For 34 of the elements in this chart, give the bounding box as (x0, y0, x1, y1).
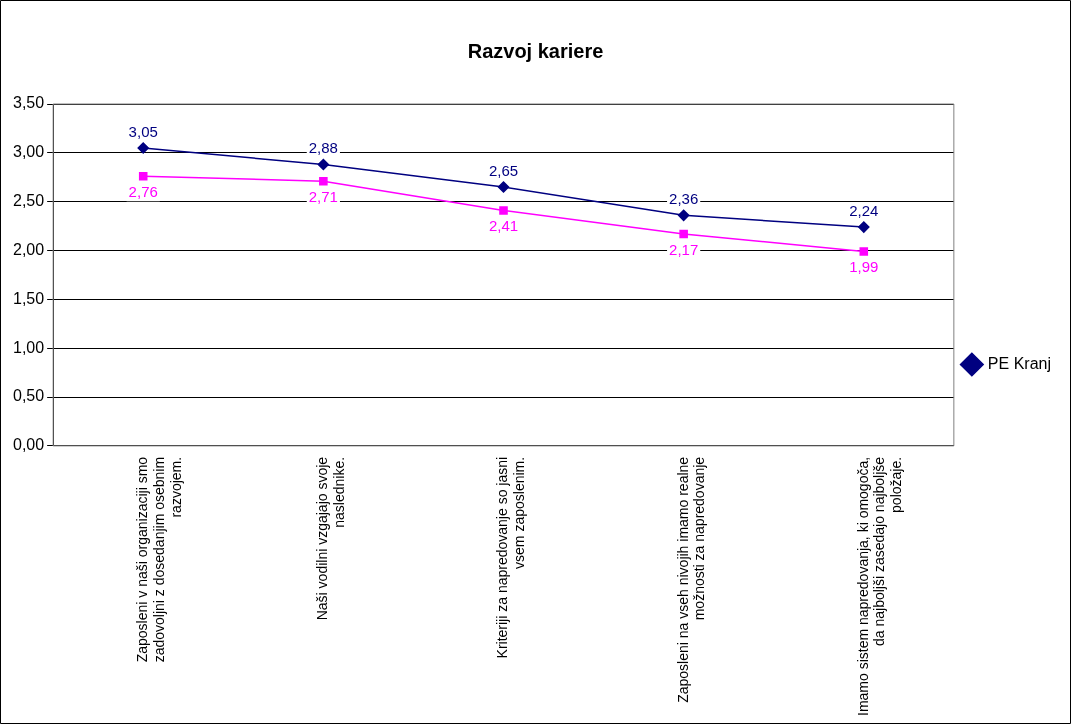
legend-label: PE Kranj (987, 354, 1051, 372)
data-label: 2,41 (488, 217, 519, 235)
data-label: 1,99 (849, 258, 879, 276)
point (858, 221, 870, 233)
data-label: 3,05 (128, 122, 158, 140)
x-tick-label: Imamo sistem napredovanja, ki omogoča, da najboljši zasedajo najboljše položaje. (854, 456, 905, 716)
data-label: 2,24 (849, 201, 879, 219)
point (319, 176, 328, 186)
x-tick-label: Zaposleni v naši organizaciji smo zadovoljni z dosedanjim osebnim razvojem. (134, 456, 184, 663)
y-tick-label: 3,00 (13, 143, 45, 161)
data-label: 2,76 (128, 182, 158, 200)
x-tick-label: Naši vodilni vzgajajo svoje naslednike. (314, 456, 348, 621)
data-label: 2,36 (669, 189, 699, 207)
data-label: 2,17 (669, 240, 699, 258)
y-tick-label: 2,00 (13, 240, 45, 258)
point (317, 158, 330, 171)
point (499, 206, 508, 215)
y-tick-label: 0,00 (13, 436, 45, 454)
point (497, 181, 510, 193)
point (677, 209, 690, 222)
point (138, 172, 148, 181)
data-label: 2,88 (308, 139, 338, 157)
y-tick-label: 0,50 (13, 387, 45, 405)
point (137, 142, 149, 154)
point (859, 247, 869, 256)
chart-title: Razvoj kariere (467, 39, 604, 62)
y-tick-label: 3,50 (13, 94, 45, 112)
data-label: 2,65 (488, 161, 519, 179)
y-tick-label: 2,50 (13, 192, 45, 210)
data-label: 2,71 (308, 187, 338, 205)
x-tick-label: Kriteriji za napredovanje so jasni vsem zaposlenim. (494, 456, 528, 659)
point (679, 229, 688, 239)
y-tick-label: 1,00 (13, 338, 45, 356)
y-tick-label: 1,50 (13, 289, 45, 307)
